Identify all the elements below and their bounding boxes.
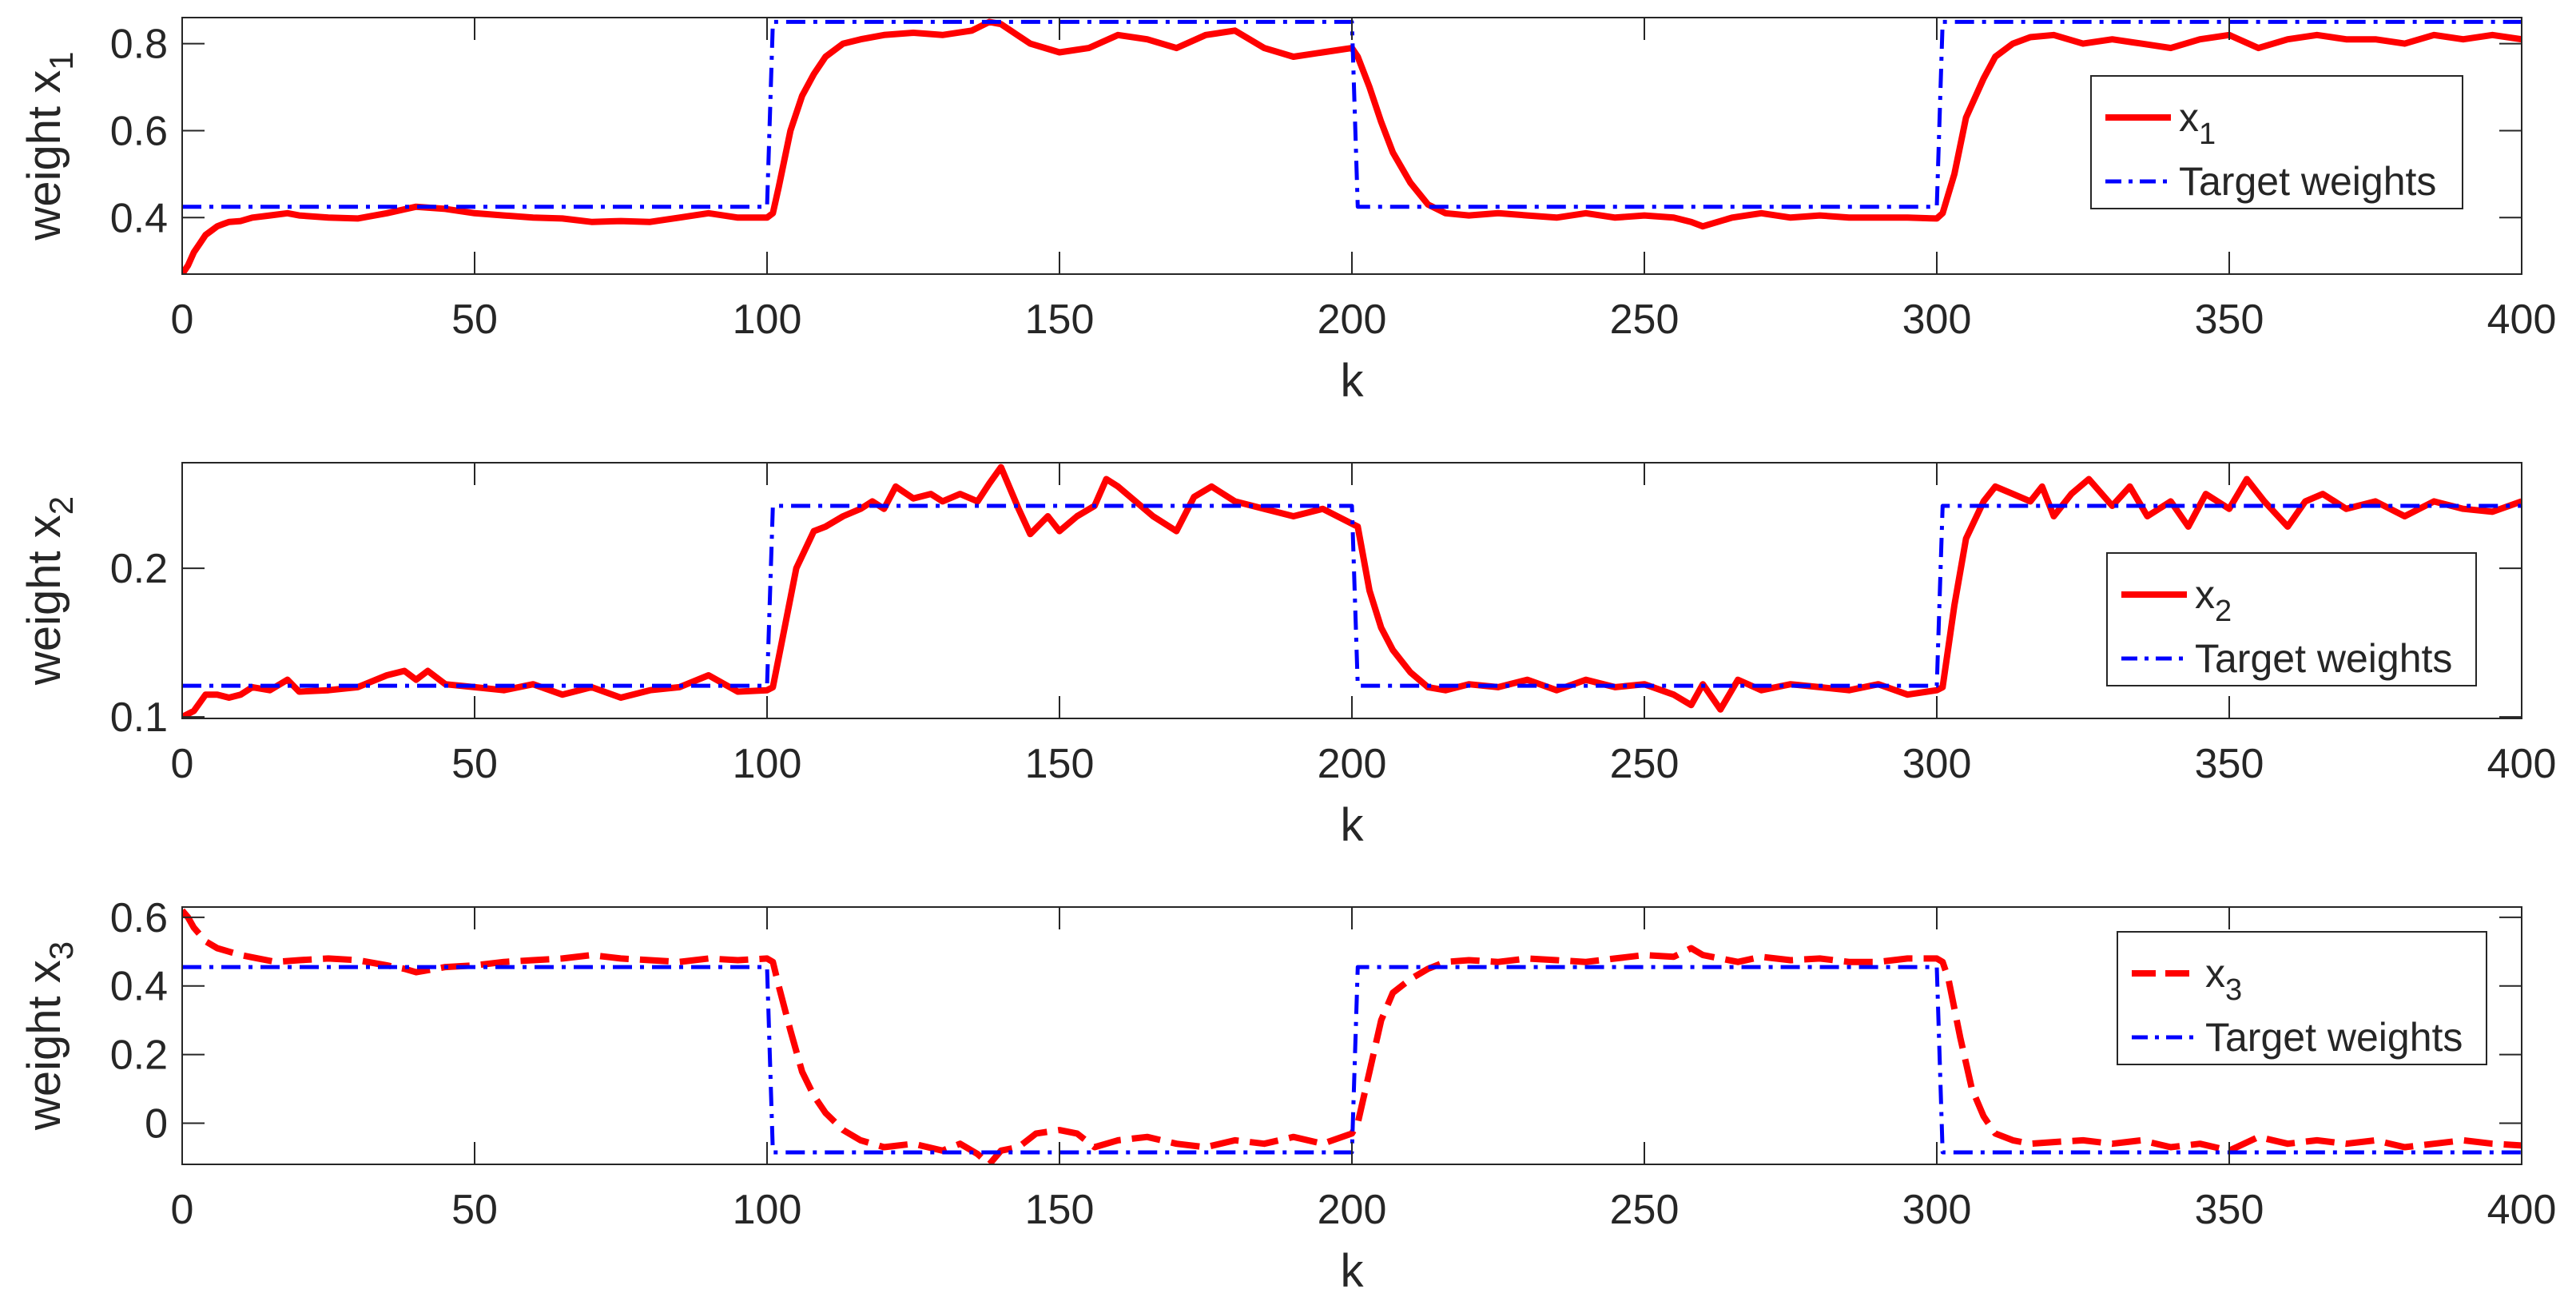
y-axis-label-sub: 3: [42, 941, 80, 960]
x-tick-label: 350: [2195, 296, 2264, 343]
y-axis-label: weight x3: [18, 941, 80, 1131]
x-tick-label: 50: [451, 1187, 498, 1233]
x-tick-label: 100: [733, 741, 802, 787]
x-tick-label: 0: [171, 1187, 194, 1233]
legend-entry-label: x3: [2205, 951, 2242, 1007]
legend-entry-name: x: [2195, 572, 2215, 617]
panel-1: 0 50 100 150 200 250 300 350 400 0.4 0.6 0.8 k weight…: [18, 17, 2557, 407]
estimate-line: [182, 908, 2522, 1164]
y-axis-label-main: weight x: [18, 70, 70, 241]
x-tick-label: 300: [1902, 1187, 1972, 1233]
legend-entry-sub: 1: [2199, 117, 2216, 151]
y-tick-label: 0: [145, 1100, 168, 1147]
legend-entry-label: x1: [2179, 95, 2216, 151]
x-tick-label: 100: [733, 1187, 802, 1233]
legend-box: [2117, 931, 2487, 1065]
y-tick-label: 0.6: [110, 895, 168, 941]
estimate-line: [182, 464, 2522, 718]
y-tick-label: 0.2: [110, 546, 168, 592]
y-axis-label: weight x1: [18, 51, 80, 241]
legend-entry-sub: 3: [2225, 973, 2242, 1007]
legend: x2 Target weights: [2106, 552, 2477, 686]
x-tick-label: 150: [1025, 741, 1095, 787]
x-tick-label: 50: [451, 296, 498, 343]
x-tick-label: 250: [1610, 1187, 1680, 1233]
x-tick-label: 150: [1025, 1187, 1095, 1233]
x-tick-label: 50: [451, 741, 498, 787]
y-tick-label: 0.4: [110, 195, 168, 241]
legend-entry-sub: 2: [2215, 595, 2232, 628]
x-axis-label: k: [1341, 1245, 1365, 1297]
legend-entry-label: Target weights: [2195, 636, 2452, 681]
legend: x1 Target weights: [2090, 75, 2463, 209]
x-tick-label: 200: [1318, 1187, 1387, 1233]
y-axis-label-sub: 1: [42, 51, 80, 70]
x-tick-label: 350: [2195, 1187, 2264, 1233]
legend-box: [2106, 552, 2477, 686]
target-weights-line: [182, 19, 2522, 209]
y-axis-label: weight x2: [18, 496, 80, 686]
y-tick-label: 0.4: [110, 964, 168, 1010]
y-axis-label-sub: 2: [42, 496, 80, 515]
x-tick-label: 400: [2487, 296, 2557, 343]
legend-entry-label: Target weights: [2179, 159, 2436, 204]
y-tick-label: 0.6: [110, 108, 168, 154]
legend-entry-label: x2: [2195, 572, 2232, 628]
legend-entry-label: Target weights: [2205, 1015, 2463, 1060]
x-tick-label: 100: [733, 296, 802, 343]
x-tick-label: 400: [2487, 741, 2557, 787]
legend-entry-name: x: [2179, 95, 2199, 140]
x-axis-label: k: [1341, 799, 1365, 851]
x-tick-label: 0: [171, 741, 194, 787]
legend-entry-name: Target weights: [2205, 1015, 2463, 1060]
panel-3: 0 50 100 150 200 250 300 350 400 0 0.2 0.4 0.6 k weigh…: [18, 895, 2556, 1297]
target-weights-line: [182, 503, 2522, 688]
x-tick-label: 200: [1318, 741, 1387, 787]
legend-entry-name: Target weights: [2179, 159, 2436, 204]
y-axis-label-main: weight x: [18, 515, 70, 686]
x-tick-label: 200: [1318, 296, 1387, 343]
x-tick-label: 300: [1902, 296, 1972, 343]
x-tick-label: 400: [2487, 1187, 2557, 1233]
x-tick-label: 300: [1902, 741, 1972, 787]
x-tick-label: 350: [2195, 741, 2264, 787]
legend: x3 Target weights: [2117, 931, 2487, 1065]
y-axis-label-main: weight x: [18, 960, 70, 1131]
x-axis-label: k: [1341, 355, 1365, 407]
legend-entry-name: x: [2205, 951, 2225, 996]
legend-entry-name: Target weights: [2195, 636, 2452, 681]
x-tick-label: 0: [171, 296, 194, 343]
x-tick-label: 250: [1610, 296, 1680, 343]
y-tick-label: 0.2: [110, 1032, 168, 1079]
y-tick-label: 0.1: [110, 694, 168, 741]
x-tick-label: 250: [1610, 741, 1680, 787]
y-tick-label: 0.8: [110, 22, 168, 68]
legend-box: [2090, 75, 2463, 209]
x-tick-label: 150: [1025, 296, 1095, 343]
target-weights-line: [182, 965, 2522, 1155]
